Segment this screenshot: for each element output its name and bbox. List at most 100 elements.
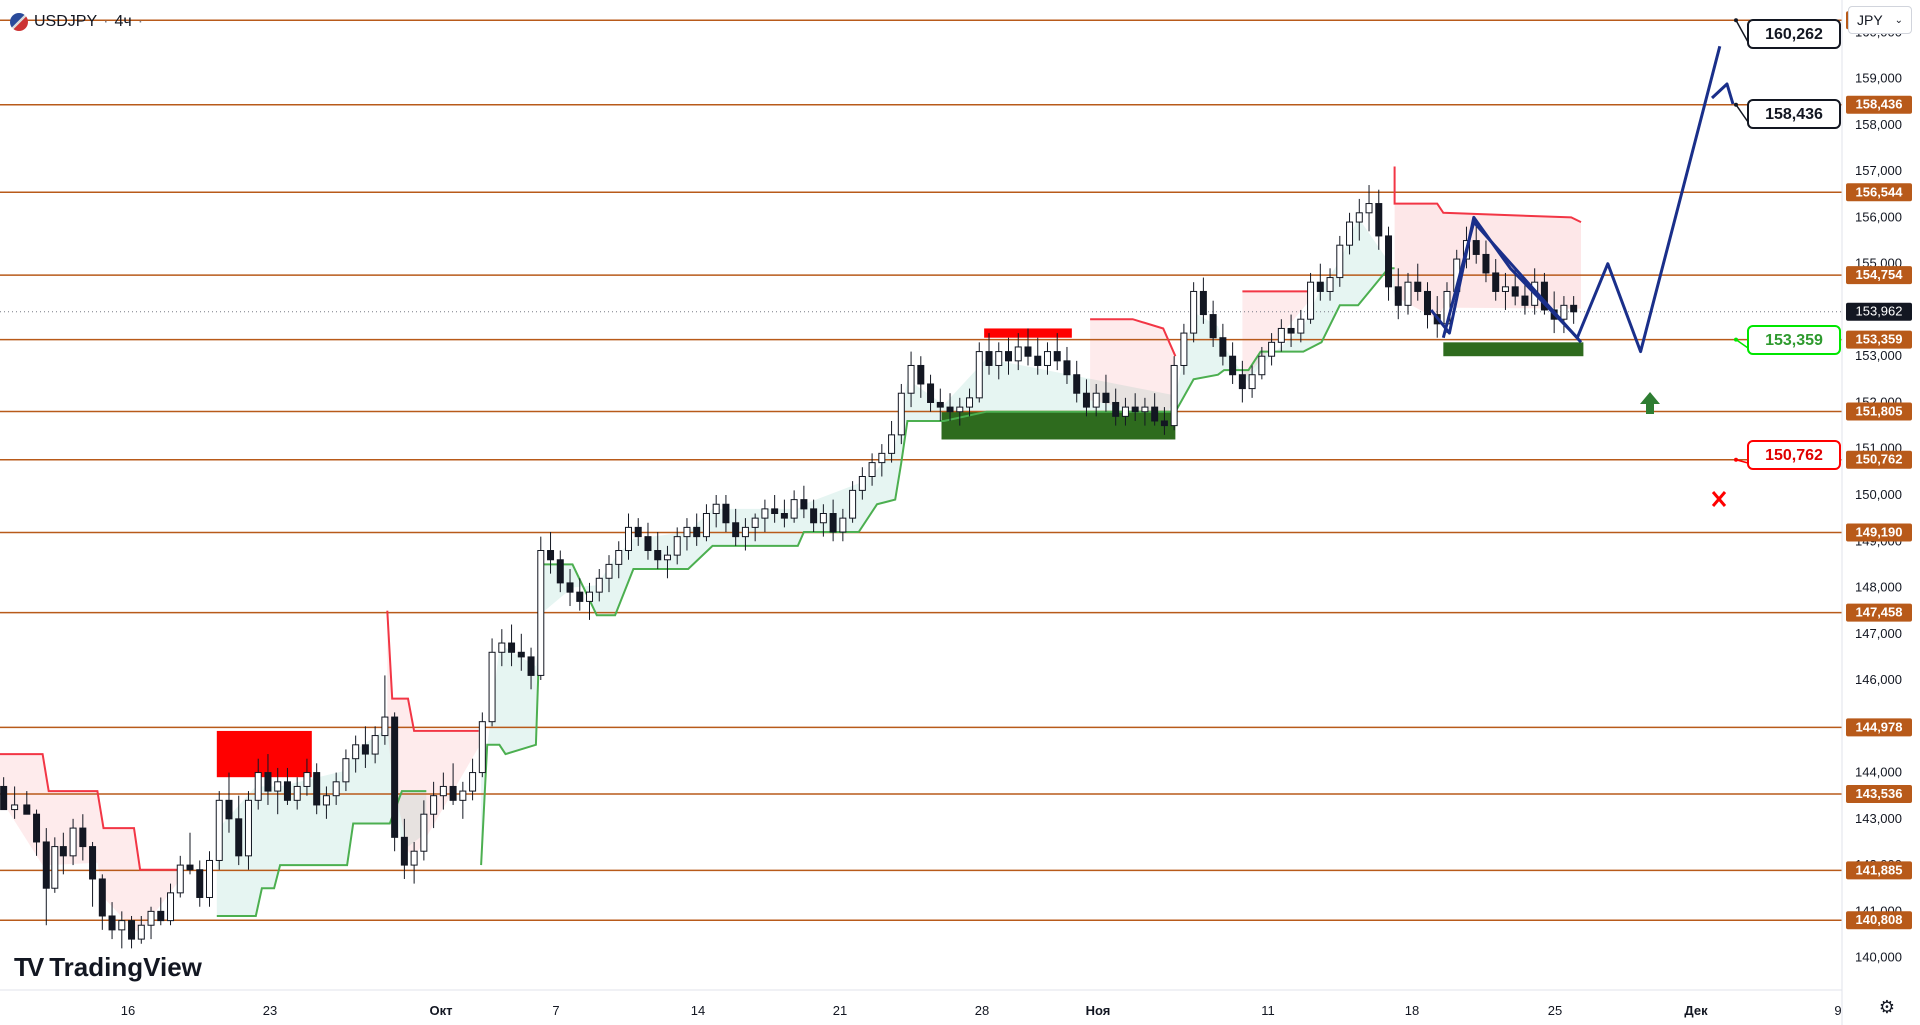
candle-down xyxy=(1073,374,1081,394)
candle-up xyxy=(1297,318,1305,334)
candle-up xyxy=(293,785,301,801)
candle-down xyxy=(108,915,116,931)
candle-up xyxy=(1121,406,1129,417)
level-price-tag-text: 154,754 xyxy=(1856,267,1904,282)
currency-value: JPY xyxy=(1857,12,1883,28)
candle-up xyxy=(469,772,477,792)
price-tick-label: 148,000 xyxy=(1855,580,1902,595)
candle-down xyxy=(157,910,165,922)
candle-down xyxy=(1082,392,1090,408)
candle-down xyxy=(1053,351,1061,362)
supertrend-fill-area xyxy=(1090,319,1176,424)
candle-down xyxy=(128,920,136,940)
candle-up xyxy=(1326,277,1334,292)
candle-up xyxy=(761,508,769,519)
horizontal-levels xyxy=(0,19,1842,921)
candle-up xyxy=(1170,364,1178,427)
candle-up xyxy=(215,799,223,861)
candle-up xyxy=(1346,221,1354,246)
level-price-tag-text: 144,978 xyxy=(1856,719,1903,734)
candle-up xyxy=(137,924,145,940)
target-callout-text: 153,359 xyxy=(1765,332,1823,349)
candle-down xyxy=(1199,290,1207,316)
target-callout-box xyxy=(1747,440,1841,470)
candle-down xyxy=(634,526,642,538)
settings-gear-icon[interactable]: ⚙ xyxy=(1878,996,1896,1017)
target-callout-pointer xyxy=(1735,338,1749,349)
candle-up xyxy=(1043,351,1051,366)
supertrend-fill-area xyxy=(216,726,427,916)
time-tick-label: Дек xyxy=(1684,1003,1708,1018)
candle-up xyxy=(352,744,360,760)
symbol-name: USDJPY xyxy=(34,13,98,30)
candle-down xyxy=(917,364,925,385)
candle-up xyxy=(51,846,59,889)
candle-up xyxy=(624,526,632,552)
candle-down xyxy=(1423,290,1431,316)
candle-down xyxy=(1209,314,1217,339)
time-tick-label: 21 xyxy=(833,1003,847,1018)
candle-up xyxy=(342,758,350,783)
time-tick-label: 7 xyxy=(552,1003,559,1018)
target-callout-dot xyxy=(1734,337,1738,342)
price-tick-label: 153,000 xyxy=(1855,348,1902,363)
candle-down xyxy=(722,503,730,524)
level-price-tag xyxy=(1846,861,1912,880)
candle-up xyxy=(244,799,252,857)
price-tick-label: 157,000 xyxy=(1855,163,1902,178)
candle-up xyxy=(1258,355,1266,376)
price-tick-label: 144,000 xyxy=(1855,765,1902,780)
candle-down xyxy=(654,550,662,561)
candle-up xyxy=(420,813,428,852)
time-tick-label: Ноя xyxy=(1086,1003,1111,1018)
candle-down xyxy=(59,846,67,857)
target-callout-pointer xyxy=(1735,104,1749,123)
time-tick-label: 11 xyxy=(1261,1003,1275,1018)
level-price-tag-text: 141,885 xyxy=(1856,862,1903,877)
level-price-tag-text: 149,190 xyxy=(1856,524,1903,539)
price-axis: 140,000141,000142,000143,000144,000145,0… xyxy=(1841,0,1920,1025)
price-tick-label: 146,000 xyxy=(1855,672,1902,687)
candle-up xyxy=(741,526,749,538)
candle-down xyxy=(576,591,584,602)
candle-down xyxy=(1287,327,1295,334)
candle-up xyxy=(459,790,467,801)
supertrend-fill xyxy=(0,166,1581,933)
demand-zone xyxy=(1443,342,1584,357)
target-callout-pointer xyxy=(1735,19,1749,43)
candle-up xyxy=(868,462,876,477)
candle-up xyxy=(605,563,613,579)
candle-up xyxy=(537,550,545,676)
candle-down xyxy=(566,582,574,593)
candle-up xyxy=(410,850,418,866)
candle-down xyxy=(780,513,788,519)
candle-down xyxy=(313,772,321,806)
candle-up xyxy=(1190,290,1198,334)
candle-down xyxy=(196,869,204,898)
supertrend-lines xyxy=(0,166,1582,917)
candle-up xyxy=(1501,286,1509,292)
candle-up xyxy=(1268,341,1276,357)
candle-up xyxy=(439,785,447,797)
currency-select[interactable]: JPY ⌄ xyxy=(1848,6,1912,34)
supertrend-fill-area xyxy=(481,217,1395,866)
candle-up xyxy=(966,397,974,408)
candle-up xyxy=(167,892,175,922)
candle-up xyxy=(1277,327,1285,343)
symbol-header[interactable]: USDJPY · 4ч · xyxy=(10,10,143,34)
candle-down xyxy=(556,559,564,584)
candle-up xyxy=(274,781,282,792)
target-callout-box xyxy=(1747,325,1841,355)
supertrend-fill-area xyxy=(387,610,479,859)
time-tick-label: 25 xyxy=(1548,1003,1562,1018)
forecast-path-line xyxy=(1429,45,1722,354)
candle-up xyxy=(1307,281,1315,320)
target-callout-box xyxy=(1747,99,1841,129)
candle-up xyxy=(205,859,213,898)
candle-up xyxy=(849,489,857,519)
candle-down xyxy=(1102,392,1110,403)
level-price-tag xyxy=(1846,450,1912,469)
level-price-tag xyxy=(1846,95,1912,114)
level-price-tag xyxy=(1846,266,1912,285)
